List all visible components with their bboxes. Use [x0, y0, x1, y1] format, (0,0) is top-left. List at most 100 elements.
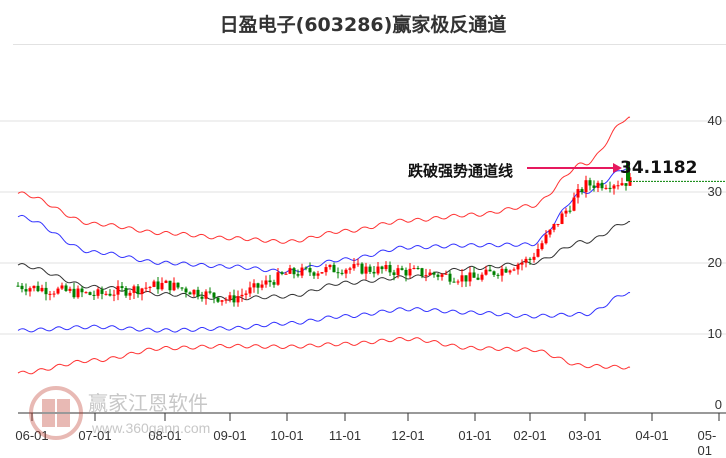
- candle-body: [144, 287, 148, 289]
- candle-body: [540, 243, 544, 250]
- candle-body: [376, 266, 380, 274]
- x-tick-label: 11-01: [328, 428, 362, 443]
- candle-body: [444, 273, 448, 275]
- candle-body: [100, 289, 104, 294]
- candle-body: [352, 264, 356, 269]
- candle-body: [180, 287, 184, 289]
- candle-body: [88, 292, 92, 295]
- outer-lower-band: [17, 336, 631, 375]
- candle-body: [28, 288, 32, 292]
- x-tick-label: 07-01: [78, 428, 112, 443]
- candle-body: [528, 258, 532, 260]
- candle-body: [356, 263, 360, 265]
- candle-body: [112, 294, 116, 296]
- candle-body: [608, 187, 612, 189]
- candle-body: [468, 272, 472, 282]
- candle-body: [548, 229, 552, 235]
- candle-body: [268, 280, 272, 283]
- candle-body: [216, 297, 220, 302]
- candle-body: [576, 189, 580, 198]
- candle-body: [626, 161, 630, 182]
- candle-body: [96, 289, 100, 296]
- candle-body: [420, 268, 424, 276]
- candle-body: [208, 291, 212, 293]
- candle-body: [500, 268, 504, 276]
- candle-body: [520, 262, 524, 265]
- candle-body: [436, 274, 440, 277]
- outer-upper-band: [17, 116, 631, 244]
- watermark-url: www.360gann.com: [92, 420, 211, 436]
- candle-body: [140, 288, 144, 295]
- candle-body: [416, 268, 420, 270]
- candle-body: [104, 293, 108, 295]
- candle-body: [588, 180, 592, 186]
- candle-body: [612, 185, 616, 189]
- candle-body: [532, 256, 536, 260]
- candle-body: [428, 272, 432, 276]
- candle-body: [524, 258, 528, 263]
- candle-body: [192, 289, 196, 295]
- candle-body: [280, 272, 284, 274]
- candle-body: [572, 197, 576, 211]
- arrow-head-icon: [613, 163, 622, 173]
- x-tick-label: 06-01: [15, 428, 49, 443]
- candle-body: [168, 280, 172, 291]
- x-tick-label: 05-01: [697, 428, 717, 458]
- candle-body: [516, 264, 520, 270]
- candle-body: [20, 285, 24, 290]
- y-tick-label: 40: [707, 113, 722, 128]
- candle-body: [124, 288, 128, 296]
- candle-body: [336, 272, 340, 274]
- candle-body: [284, 273, 288, 275]
- candle-body: [48, 293, 52, 295]
- title-divider: [13, 44, 726, 45]
- x-tick-label: 03-01: [568, 428, 602, 443]
- middle-line: [17, 220, 631, 301]
- candle-body: [332, 264, 336, 273]
- y-tick-label: 10: [707, 326, 722, 341]
- x-tick-label: 09-01: [213, 428, 247, 443]
- candle-body: [252, 283, 256, 288]
- candle-body: [452, 281, 456, 283]
- candle-body: [80, 288, 84, 293]
- candle-body: [360, 263, 364, 274]
- candle-body: [264, 280, 268, 285]
- candle-body: [248, 287, 252, 294]
- candle-body: [212, 292, 216, 298]
- candle-body: [272, 282, 276, 285]
- candle-body: [128, 292, 132, 296]
- candle-body: [492, 271, 496, 275]
- candle-body: [32, 285, 36, 289]
- watermark-logo-icon: [29, 386, 83, 440]
- candle-body: [404, 269, 408, 276]
- candle-body: [412, 268, 416, 270]
- candle-body: [380, 266, 384, 270]
- candle-body: [340, 272, 344, 274]
- candle-body: [24, 289, 28, 292]
- candle-body: [184, 288, 188, 293]
- candle-body: [408, 268, 412, 276]
- breakdown-annotation-label: 跌破强势通道线: [408, 162, 514, 180]
- candle-body: [348, 268, 352, 270]
- breakdown-annotation-value: 34.1182: [620, 158, 698, 178]
- candle-body: [196, 289, 200, 297]
- candle-body: [344, 269, 348, 274]
- candle-body: [584, 180, 588, 193]
- candle-body: [244, 293, 248, 295]
- candle-body: [396, 268, 400, 276]
- candle-body: [312, 272, 316, 276]
- candle-body: [76, 288, 80, 298]
- candle-body: [508, 270, 512, 273]
- candle-body: [392, 272, 396, 276]
- candle-body: [556, 223, 560, 225]
- candle-body: [364, 266, 368, 274]
- candle-body: [52, 293, 56, 295]
- candle-body: [592, 185, 596, 188]
- candle-body: [64, 285, 68, 291]
- candle-body: [108, 293, 112, 296]
- inner-lower-band: [17, 291, 631, 333]
- candle-body: [476, 277, 480, 280]
- candle-body: [204, 291, 208, 299]
- candle-body: [156, 281, 160, 290]
